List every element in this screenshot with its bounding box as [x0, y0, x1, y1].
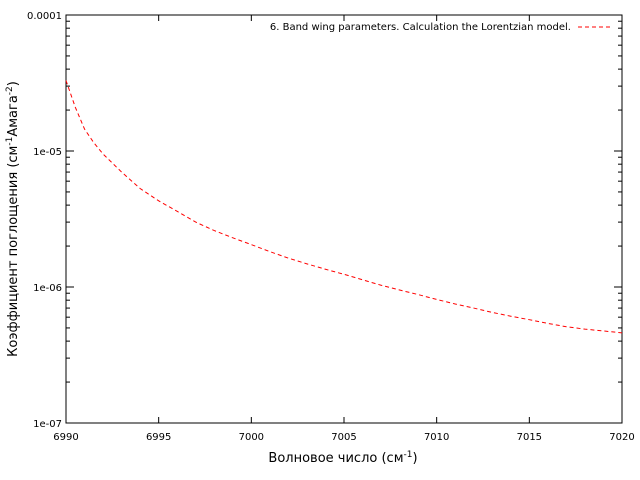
- y-axis-title-superscript-1: -1: [5, 137, 15, 146]
- axis-ticks: [65, 14, 623, 424]
- x-tick-label-3: 7005: [331, 432, 356, 443]
- x-tick-label-1: 6995: [146, 432, 171, 443]
- x-axis-title-main: Волновое число (см: [268, 451, 403, 466]
- series-line-1: [65, 80, 623, 334]
- x-tick-label-6: 7020: [609, 432, 634, 443]
- y-axis-title-superscript-2: -2: [5, 86, 15, 95]
- y-axis-title-part2: Амага: [6, 95, 21, 136]
- x-tick-label-2: 7000: [239, 432, 264, 443]
- x-axis-title-end: ): [412, 451, 417, 466]
- legend: 6. Band wing parameters. Calculation the…: [270, 22, 612, 33]
- x-axis-title: Волновое число (см-1): [268, 450, 417, 466]
- y-axis-title-part1: Коэффициент поглощения (см: [6, 146, 21, 357]
- x-tick-label-0: 6990: [53, 432, 78, 443]
- y-axis-title-part3: ): [6, 81, 21, 86]
- y-axis-title: Коэффициент поглощения (см-1Амага-2): [5, 81, 21, 357]
- y-tick-label-2: 1e-05: [33, 147, 62, 158]
- series-layer: [65, 80, 623, 334]
- legend-label-series-1: 6. Band wing parameters. Calculation the…: [270, 22, 571, 33]
- y-tick-label-3: 0.0001: [27, 11, 62, 22]
- x-tick-label-5: 7015: [517, 432, 542, 443]
- x-tick-label-4: 7010: [424, 432, 449, 443]
- y-tick-label-0: 1e-07: [33, 419, 62, 430]
- y-tick-label-1: 1e-06: [33, 283, 62, 294]
- x-axis-title-superscript: -1: [404, 450, 413, 460]
- axis-tick-labels: 6990 6995 7000 7005 7010 7015 7020 1e-07 1e-06 1e…: [27, 11, 635, 443]
- plot-area-frame: [65, 14, 623, 424]
